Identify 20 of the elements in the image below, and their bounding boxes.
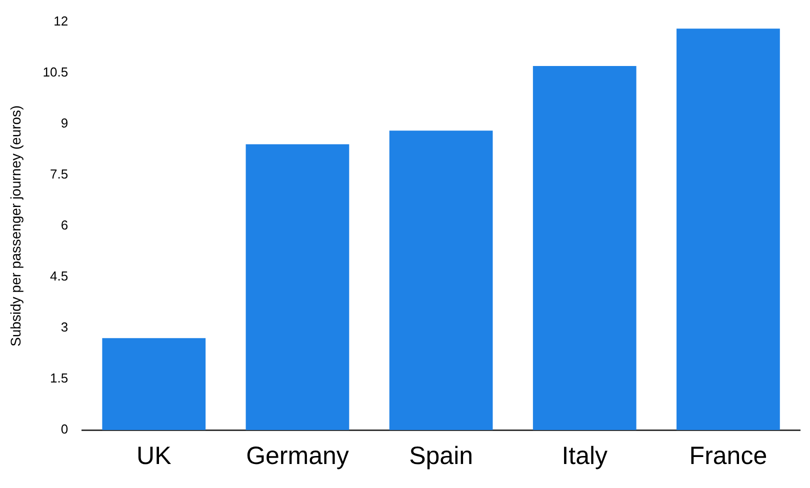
bar	[246, 144, 350, 430]
bar	[676, 28, 780, 430]
x-tick-label: Germany	[246, 442, 350, 470]
x-tick-label: France	[689, 442, 768, 470]
y-tick-label: 0	[60, 422, 68, 437]
y-tick-label: 1.5	[50, 370, 68, 386]
y-tick-label: 9	[60, 115, 68, 130]
y-tick-label: 3	[60, 320, 68, 335]
x-tick-label: UK	[136, 442, 172, 470]
y-tick-label: 7.5	[50, 166, 68, 182]
x-tick-label: Spain	[409, 442, 474, 470]
y-tick-label: 12	[54, 13, 68, 28]
y-tick-label: 4.5	[50, 268, 68, 284]
y-tick-label: 10.5	[42, 64, 68, 80]
y-tick-label: 6	[60, 217, 68, 232]
bar	[532, 66, 636, 430]
x-tick-label: Italy	[562, 442, 608, 470]
bar	[102, 338, 206, 430]
y-axis-title: Subsidy per passenger journey (euros)	[7, 105, 24, 347]
bar	[389, 130, 493, 430]
